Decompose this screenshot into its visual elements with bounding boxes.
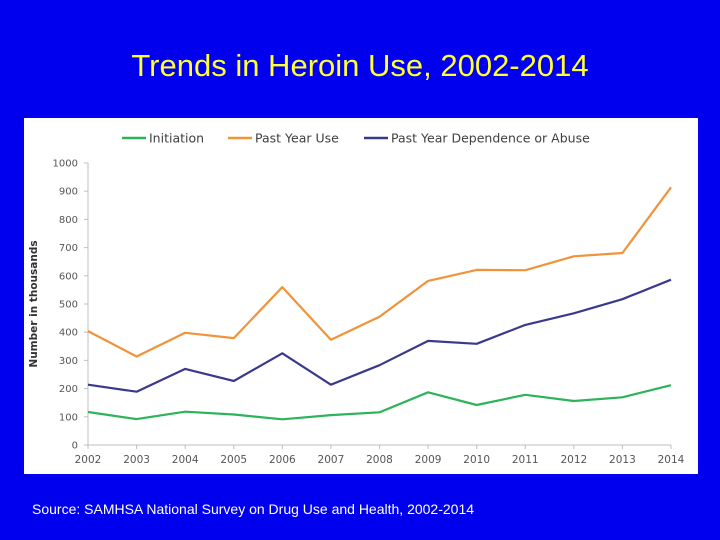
x-tick-label: 2002 bbox=[75, 454, 102, 466]
y-axis-label: Number in thousands bbox=[28, 240, 40, 367]
line-chart-panel: 0 100 200 300 400 500 600 700 800 900 1000 2002 2003… bbox=[24, 118, 698, 474]
x-tick-label: 2011 bbox=[512, 454, 539, 466]
y-tick-label: 900 bbox=[59, 187, 78, 198]
y-tick-label: 700 bbox=[59, 243, 78, 254]
x-tick-label: 2009 bbox=[415, 454, 442, 466]
y-tick-label: 500 bbox=[59, 300, 78, 311]
x-tick-label: 2004 bbox=[172, 454, 199, 466]
y-tick-label: 1000 bbox=[53, 159, 78, 170]
y-tick-label: 400 bbox=[59, 328, 78, 339]
x-tick-label: 2006 bbox=[269, 454, 296, 466]
y-tick-label: 300 bbox=[59, 356, 78, 367]
x-tick-label: 2014 bbox=[658, 454, 685, 466]
x-tick-label: 2010 bbox=[463, 454, 490, 466]
slide-title: Trends in Heroin Use, 2002-2014 bbox=[131, 48, 589, 83]
legend-label: Past Year Dependence or Abuse bbox=[391, 131, 590, 146]
y-tick-label: 800 bbox=[59, 215, 78, 226]
y-tick-label: 0 bbox=[72, 441, 78, 452]
y-tick-label: 600 bbox=[59, 271, 78, 282]
legend-label: Past Year Use bbox=[255, 131, 339, 146]
y-tick-label: 200 bbox=[59, 384, 78, 395]
series-line-past-year-use bbox=[87, 186, 672, 358]
legend-label: Initiation bbox=[149, 131, 204, 146]
x-tick-label: 2003 bbox=[123, 454, 150, 466]
source-note: Source: SAMHSA National Survey on Drug U… bbox=[32, 501, 475, 517]
series-line-past-year-dependence-or-abuse bbox=[87, 278, 672, 393]
series-line-initiation bbox=[87, 384, 672, 421]
y-tick-label: 100 bbox=[59, 412, 78, 423]
x-tick-label: 2005 bbox=[220, 454, 247, 466]
x-tick-label: 2012 bbox=[560, 454, 587, 466]
x-tick-label: 2007 bbox=[318, 454, 345, 466]
x-tick-label: 2008 bbox=[366, 454, 393, 466]
line-chart: 0 100 200 300 400 500 600 700 800 900 1000 2002 2003… bbox=[28, 131, 685, 467]
x-tick-label: 2013 bbox=[609, 454, 636, 466]
